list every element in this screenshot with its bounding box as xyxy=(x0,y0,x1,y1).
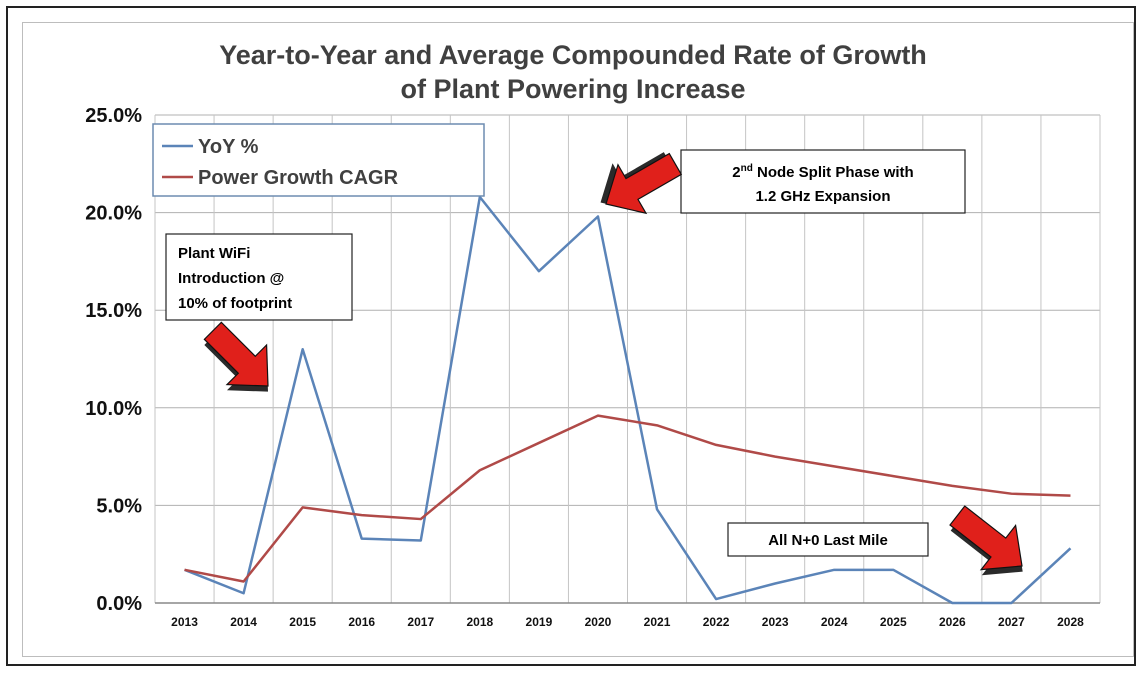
x-tick-label: 2022 xyxy=(703,615,730,629)
x-tick-label: 2027 xyxy=(998,615,1025,629)
x-tick-label: 2023 xyxy=(762,615,789,629)
x-tick-label: 2028 xyxy=(1057,615,1084,629)
x-tick-label: 2017 xyxy=(407,615,434,629)
x-tick-label: 2026 xyxy=(939,615,966,629)
chart-title-line-1: Year-to-Year and Average Compounded Rate… xyxy=(219,40,927,70)
annotation-text: Introduction @ xyxy=(178,270,284,287)
legend-label: YoY % xyxy=(198,136,259,158)
y-tick-label: 25.0% xyxy=(85,105,142,127)
x-tick-label: 2014 xyxy=(230,615,257,629)
x-tick-label: 2020 xyxy=(585,615,612,629)
x-tick-label: 2013 xyxy=(171,615,198,629)
chart-area xyxy=(22,22,1134,657)
y-tick-label: 15.0% xyxy=(85,300,142,322)
annotation-box-n0 xyxy=(727,522,929,557)
annotation-text: All N+0 Last Mile xyxy=(768,532,888,549)
x-tick-label: 2016 xyxy=(348,615,375,629)
arrow-icon xyxy=(600,152,683,215)
legend: YoY % Power Growth CAGR xyxy=(152,123,485,197)
x-tick-label: 2015 xyxy=(289,615,316,629)
annotation-text: 2nd Node Split Phase with xyxy=(732,163,913,181)
series-line-yoy xyxy=(184,195,1072,605)
y-tick-label: 5.0% xyxy=(96,495,142,517)
x-tick-label: 2019 xyxy=(526,615,553,629)
x-tick-label: 2021 xyxy=(644,615,671,629)
y-tick-label: 10.0% xyxy=(85,398,142,420)
chart-frame xyxy=(6,6,1136,666)
annotation-text: 10% of footprint xyxy=(178,295,292,312)
annotation-text: Plant WiFi xyxy=(178,245,250,262)
arrow-icon xyxy=(203,321,269,392)
annotation-text: 1.2 GHz Expansion xyxy=(755,188,890,205)
x-tick-label: 2024 xyxy=(821,615,848,629)
x-tick-label: 2025 xyxy=(880,615,907,629)
x-tick-label: 2018 xyxy=(466,615,493,629)
y-tick-label: 20.0% xyxy=(85,203,142,225)
legend-label: Power Growth CAGR xyxy=(198,167,399,189)
annotation-box-wifi xyxy=(165,233,353,321)
chart-title-line-2: of Plant Powering Increase xyxy=(400,74,745,104)
annotation-box-node-split xyxy=(680,149,966,214)
y-tick-label: 0.0% xyxy=(96,593,142,615)
series-line-cagr xyxy=(184,414,1071,583)
arrow-icon xyxy=(949,505,1023,576)
